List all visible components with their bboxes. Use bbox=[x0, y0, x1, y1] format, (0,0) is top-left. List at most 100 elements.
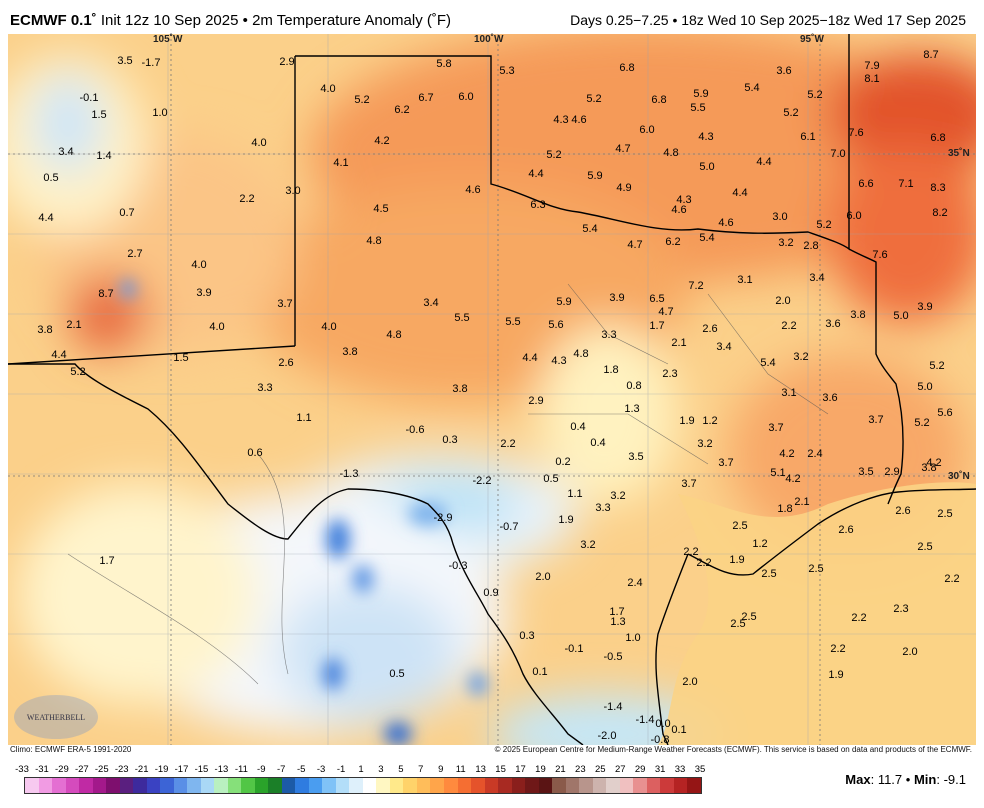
colorbar-swatch bbox=[403, 778, 417, 793]
colorbar-swatch bbox=[511, 778, 526, 793]
colorbar-swatch bbox=[65, 778, 80, 793]
anomaly-value-label: 0.1 bbox=[532, 666, 548, 678]
anomaly-value-label: 3.3 bbox=[257, 382, 273, 394]
anomaly-value-label: 3.6 bbox=[776, 65, 792, 77]
colorbar-swatch bbox=[187, 778, 201, 793]
anomaly-value-label: 6.6 bbox=[858, 178, 874, 190]
colorbar-tick-label: -5 bbox=[296, 764, 306, 775]
anomaly-value-label: 3.3 bbox=[595, 502, 611, 514]
anomaly-value-label: 1.7 bbox=[609, 606, 625, 618]
anomaly-value-label: 0.4 bbox=[590, 437, 606, 449]
anomaly-value-label: 3.8 bbox=[452, 383, 468, 395]
anomaly-value-label: 4.4 bbox=[522, 352, 538, 364]
anomaly-value-label: 5.9 bbox=[693, 88, 709, 100]
anomaly-value-label: 2.0 bbox=[682, 676, 698, 688]
anomaly-value-label: 2.0 bbox=[902, 646, 918, 658]
colorbar-swatch bbox=[646, 778, 661, 793]
anomaly-value-label: 4.3 bbox=[698, 131, 714, 143]
anomaly-value-label: 3.2 bbox=[610, 490, 626, 502]
anomaly-value-label: 8.7 bbox=[923, 49, 939, 61]
anomaly-value-label: 0.5 bbox=[389, 668, 405, 680]
anomaly-value-label: 2.5 bbox=[730, 618, 746, 630]
anomaly-value-label: -2.2 bbox=[472, 475, 492, 487]
anomaly-value-label: 2.1 bbox=[66, 319, 82, 331]
anomaly-value-label: 5.0 bbox=[917, 381, 933, 393]
colorbar-swatch bbox=[606, 778, 620, 793]
anomaly-value-label: 3.2 bbox=[580, 539, 596, 551]
colorbar-swatch bbox=[687, 778, 701, 793]
anomaly-value-label: 3.8 bbox=[37, 324, 53, 336]
anomaly-value-label: 2.9 bbox=[884, 466, 900, 478]
anomaly-value-label: 6.1 bbox=[800, 131, 816, 143]
header: ECMWF 0.1˚ Init 12z 10 Sep 2025 • 2m Tem… bbox=[0, 0, 984, 34]
anomaly-value-label: 7.0 bbox=[830, 148, 846, 160]
colorbar-tick-label: 15 bbox=[495, 764, 506, 775]
anomaly-value-label: 3.6 bbox=[822, 392, 838, 404]
anomaly-value-label: 5.6 bbox=[937, 407, 953, 419]
anomaly-value-label: 1.8 bbox=[777, 503, 793, 515]
anomaly-value-label: 3.7 bbox=[681, 478, 697, 490]
anomaly-value-label: 4.2 bbox=[926, 457, 942, 469]
colorbar-swatch bbox=[241, 778, 255, 793]
colorbar-swatch bbox=[173, 778, 188, 793]
anomaly-value-label: 3.6 bbox=[825, 318, 841, 330]
colorbar-tick-label: 31 bbox=[654, 764, 666, 775]
anomaly-value-label: 3.5 bbox=[628, 451, 644, 463]
colorbar-tick-label: -7 bbox=[277, 764, 286, 775]
anomaly-value-label: 5.5 bbox=[454, 312, 470, 324]
colorbar-swatch bbox=[443, 778, 458, 793]
anomaly-value-label: 2.2 bbox=[944, 573, 960, 585]
colorbar-swatch bbox=[619, 778, 634, 793]
colorbar-swatch bbox=[471, 778, 485, 793]
anomaly-value-label: -0.8 bbox=[650, 734, 670, 746]
anomaly-value-label: 3.5 bbox=[117, 55, 133, 67]
weatherbell-logo: WEATHERBELL bbox=[14, 695, 98, 739]
anomaly-value-label: 4.4 bbox=[528, 168, 544, 180]
anomaly-value-label: 5.2 bbox=[70, 366, 86, 378]
min-colon: : bbox=[936, 772, 944, 787]
colorbar-swatch bbox=[673, 778, 688, 793]
anomaly-value-label: 6.5 bbox=[649, 293, 665, 305]
anomaly-value-label: 1.9 bbox=[558, 514, 574, 526]
anomaly-value-label: 0.9 bbox=[483, 587, 499, 599]
anomaly-value-label: 4.4 bbox=[756, 156, 772, 168]
colorbar-tick-label: -23 bbox=[114, 764, 129, 775]
colorbar-tick-label: -3 bbox=[316, 764, 326, 775]
colorbar-tick-label: 13 bbox=[475, 764, 486, 775]
anomaly-value-label: 5.2 bbox=[783, 107, 799, 119]
anomaly-value-label: -0.6 bbox=[405, 424, 425, 436]
anomaly-value-label: 3.7 bbox=[868, 414, 884, 426]
anomaly-value-label: 0.2 bbox=[555, 456, 571, 468]
anomaly-value-label: 5.2 bbox=[354, 94, 370, 106]
anomaly-value-label: 4.8 bbox=[573, 348, 589, 360]
colorbar-tick-label: 23 bbox=[575, 764, 586, 775]
min-label: Min bbox=[913, 772, 937, 787]
anomaly-value-label: 3.4 bbox=[58, 146, 74, 158]
title-separator: • bbox=[242, 12, 248, 29]
anomaly-value-label: 4.7 bbox=[615, 143, 631, 155]
anomaly-value-label: 3.0 bbox=[285, 185, 301, 197]
colorbar-swatch bbox=[119, 778, 134, 793]
temperature-anomaly-map[interactable] bbox=[8, 34, 976, 745]
anomaly-value-label: 1.0 bbox=[152, 107, 168, 119]
anomaly-value-label: 4.6 bbox=[571, 114, 587, 126]
anomaly-value-label: 4.6 bbox=[718, 217, 734, 229]
colorbar-swatch bbox=[133, 778, 147, 793]
colorbar-swatch bbox=[389, 778, 404, 793]
colorbar-swatch bbox=[484, 778, 499, 793]
anomaly-value-label: 8.7 bbox=[98, 288, 114, 300]
anomaly-value-label: 1.7 bbox=[649, 320, 665, 332]
lat-label-35n: 35˚N bbox=[948, 148, 970, 159]
anomaly-value-label: 3.1 bbox=[737, 274, 753, 286]
anomaly-value-label: 0.8 bbox=[626, 380, 642, 392]
anomaly-value-label: -0.7 bbox=[499, 521, 519, 533]
anomaly-value-label: 5.3 bbox=[499, 65, 515, 77]
colorbar-swatch bbox=[52, 778, 66, 793]
anomaly-value-label: 0.3 bbox=[442, 434, 458, 446]
anomaly-value-label: 4.0 bbox=[191, 259, 207, 271]
anomaly-value-label: 1.0 bbox=[625, 632, 641, 644]
lat-label-30n: 30˚N bbox=[948, 471, 970, 482]
anomaly-value-label: 8.1 bbox=[864, 73, 880, 85]
colorbar-tick-label: 9 bbox=[438, 764, 444, 775]
anomaly-value-label: 2.9 bbox=[528, 395, 544, 407]
